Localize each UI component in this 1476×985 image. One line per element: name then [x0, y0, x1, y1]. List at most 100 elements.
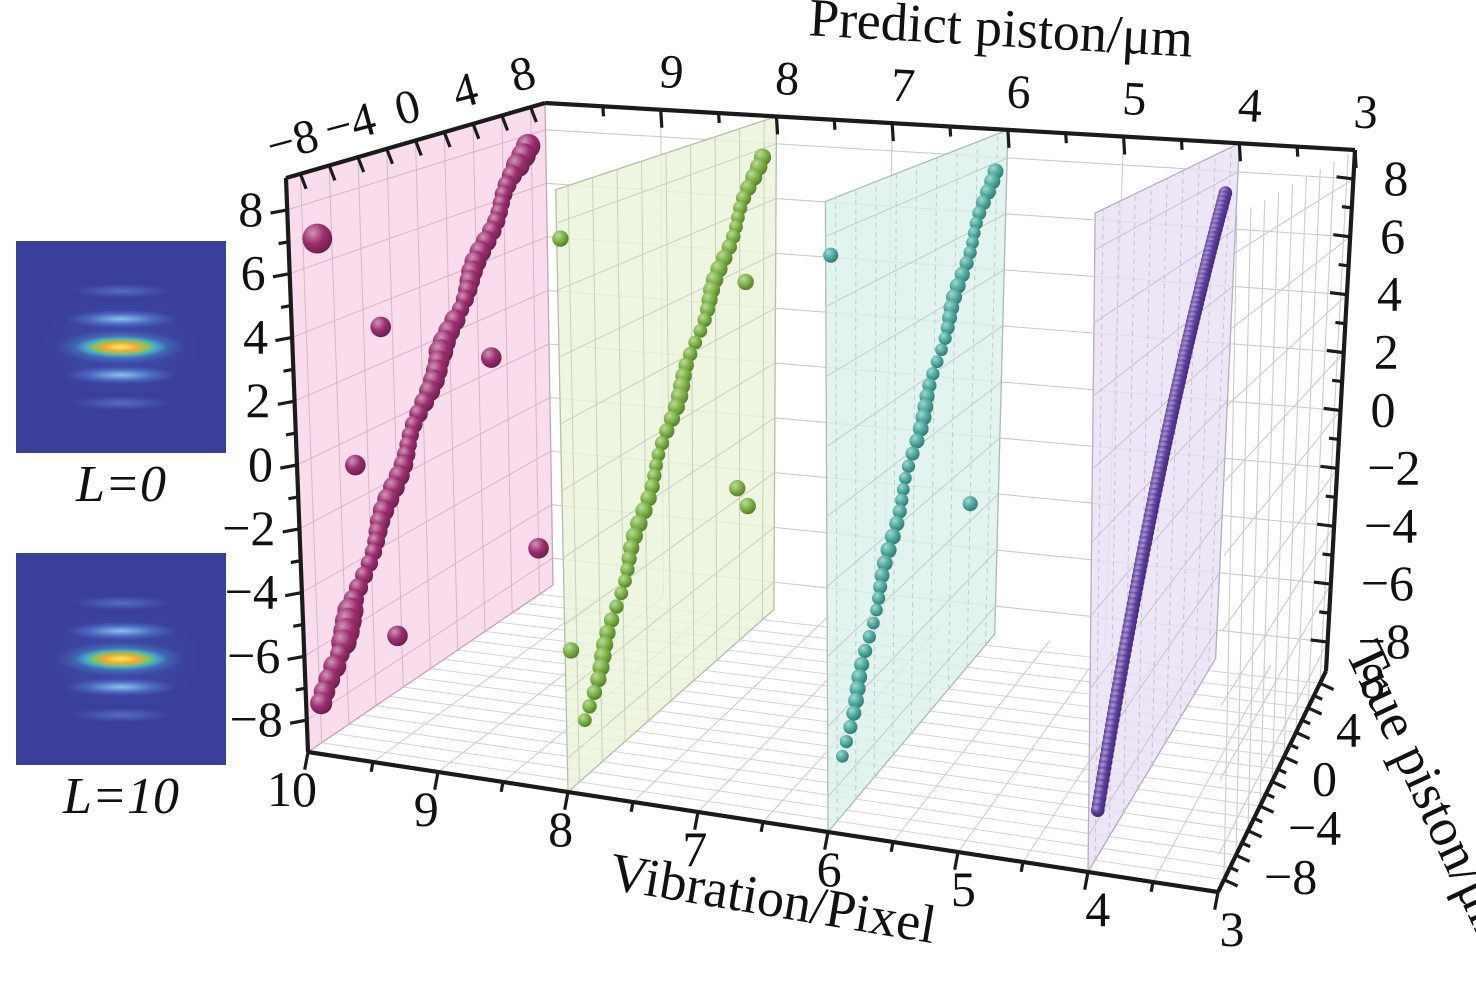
tick-mark [1229, 865, 1239, 873]
outlier-point [739, 497, 756, 515]
data-point [874, 567, 890, 583]
plane-grid-z [306, 557, 553, 721]
data-point [651, 447, 666, 462]
tick-mark [1313, 580, 1332, 586]
vibration-axis-title: Vibration/Pixel [605, 841, 940, 955]
data-point [310, 692, 333, 715]
tick-mark [1179, 139, 1184, 151]
plane-grid-z [826, 493, 999, 658]
data-point [905, 446, 920, 461]
tick-label: 0 [1371, 382, 1396, 438]
tick-mark [282, 527, 300, 534]
tick-label: 4 [1237, 79, 1264, 133]
data-point [892, 504, 907, 519]
data-point [654, 435, 670, 451]
data-point [895, 493, 909, 507]
data-point [940, 320, 955, 335]
tick-mark [832, 119, 837, 130]
tick-mark [1336, 175, 1354, 181]
data-point [938, 331, 952, 345]
plane-grid-z [291, 236, 548, 338]
tick-mark [327, 164, 337, 182]
tick-mark [1223, 878, 1239, 888]
tick-mark [1237, 143, 1243, 162]
plane-grid-z [301, 450, 552, 593]
plane-grid-z [1092, 286, 1234, 397]
tick-label: 2 [1374, 324, 1399, 380]
tick-label: 9 [658, 45, 685, 99]
rightwall-grid-z [1218, 641, 1329, 855]
plane-grid-z [1094, 171, 1239, 251]
tick-mark [292, 622, 304, 628]
tick-label: 8 [1383, 150, 1408, 206]
tick-label: −4 [1364, 497, 1417, 553]
data-point [843, 719, 858, 735]
rightwall-grid-z [1229, 178, 1354, 257]
tick-label: 7 [682, 821, 707, 877]
tick-mark [272, 272, 290, 279]
plane-grid-z [827, 605, 996, 798]
outlier-point [729, 480, 746, 497]
tick-mark [369, 761, 375, 773]
tick-mark [1331, 378, 1343, 384]
tick-label: 8 [504, 45, 541, 102]
data-point [858, 643, 873, 658]
plane-grid-z [1092, 343, 1231, 470]
tick-mark [1319, 610, 1330, 615]
tick-mark [1301, 718, 1311, 726]
tick-label: −8 [1358, 613, 1411, 669]
tick-mark [277, 399, 295, 406]
tick-label: 5 [1121, 72, 1148, 126]
data-point [846, 705, 862, 721]
psf-image-L0 [16, 241, 226, 453]
tick-mark [283, 367, 294, 373]
tick-mark [499, 781, 505, 793]
data-point [849, 680, 866, 697]
data-point [586, 684, 603, 701]
tick-label: −8 [1264, 849, 1317, 905]
plane-grid-z [294, 289, 549, 402]
tick-mark [1326, 348, 1344, 355]
tick-mark [1235, 853, 1251, 863]
tick-label: −2 [1367, 439, 1420, 495]
tick-label: 0 [248, 436, 273, 492]
data-point [930, 355, 944, 369]
tick-label: −2 [222, 500, 275, 556]
tick-label: 6 [1005, 65, 1032, 119]
tick-mark [285, 431, 297, 437]
tick-mark [295, 686, 306, 692]
tick-label: −6 [227, 627, 280, 683]
tick-mark [1316, 522, 1335, 528]
tick-mark [1323, 406, 1341, 413]
psf-label-L0: L=0 [75, 456, 166, 513]
tick-label: 8 [548, 801, 573, 857]
tick-label: 6 [1380, 208, 1405, 264]
tick-mark [433, 771, 440, 790]
tick-mark [1341, 205, 1352, 210]
tick-label: 8 [1360, 652, 1385, 708]
plane-grid-z [287, 129, 546, 211]
floor-grid-v [1152, 664, 1272, 883]
data-point [870, 603, 883, 617]
tick-label: 0 [1312, 751, 1337, 807]
rightwall-grid-z [1222, 468, 1338, 631]
tick-label: 6 [817, 841, 842, 897]
data-point [854, 656, 870, 673]
tick-mark [1307, 706, 1323, 716]
tick-label: 4 [1377, 266, 1402, 322]
plane-grid-z [564, 472, 775, 626]
tick-mark [385, 148, 394, 165]
outlier-point [737, 273, 754, 291]
tick-label: 3 [1220, 901, 1245, 957]
data-point [967, 226, 981, 240]
outlier-point [552, 230, 569, 247]
tick-label: 5 [951, 861, 976, 917]
plane-grid-z [1089, 515, 1223, 690]
vibration-8-pixel-group [552, 115, 778, 794]
plane-grid-z [1087, 629, 1218, 836]
plane-grid-z [560, 307, 776, 425]
tick-mark [1213, 891, 1220, 910]
rightwall-grid-z [1224, 352, 1345, 482]
tick-mark [629, 801, 635, 813]
